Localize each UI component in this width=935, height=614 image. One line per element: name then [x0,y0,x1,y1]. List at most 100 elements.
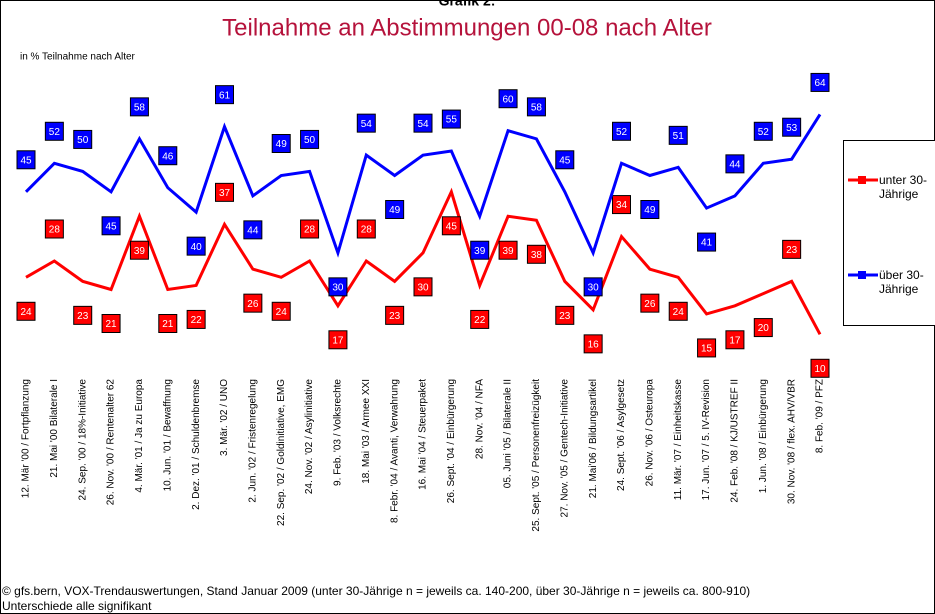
x-tick-label: 12. Mär '00 / Fortpflanzung [21,379,32,498]
data-label-box [186,236,206,256]
data-label-box [668,301,688,321]
data-label-box [300,129,320,149]
data-label-box [243,220,263,240]
data-label-box [753,121,773,141]
note: Unterschiede alle signifikant [2,599,152,613]
data-label: 24 [20,307,32,318]
data-label: 49 [389,205,401,216]
data-label: 54 [361,119,373,130]
data-label-box [583,277,603,297]
x-tick-label: 1. Jun. '08 / Einbürgerung [758,379,769,493]
x-tick-label: 21. Mai '00 Bilaterale I [49,379,60,478]
data-label-box [385,200,405,219]
x-tick-label: 21. Mai'06 / Bildungsartikel [588,379,599,498]
data-label: 28 [49,225,61,236]
data-label: 55 [446,115,458,126]
data-label: 17 [729,335,741,346]
data-label: 49 [644,205,656,216]
data-label-box [385,305,405,325]
legend-box [843,140,935,326]
data-label-box [101,314,121,333]
x-tick-label: 16. Mai '04 / Steuerpaket [418,379,429,490]
data-label: 26 [247,299,259,310]
data-label-box [810,358,830,378]
data-label-box [413,113,433,133]
x-tick-label: 11. Mär. '07 / Einheitskasse [673,379,684,501]
data-label-box [470,309,490,329]
x-tick-label: 05. Juni '05 / Bilaterale II [503,379,514,488]
data-label: 52 [49,127,61,138]
data-label-box [413,277,433,297]
data-label: 44 [247,225,259,236]
data-label: 45 [20,155,32,166]
data-label: 23 [77,311,89,322]
data-label-box [612,195,631,215]
data-label-box [640,293,660,313]
data-label: 16 [588,339,600,350]
data-label-box [271,301,291,321]
x-tick-label: 10. Jun. '01 / Bewaffnung [162,379,173,491]
x-tick-label: 24. Sep. '00 / 18%-Initiative [77,379,88,501]
data-label-box [328,330,348,350]
x-tick-label: 24. Feb. '08 / KJ/USTREF II [730,379,741,503]
x-tick-label: 30. Nov. '08 / flex. AHV/VBR [786,379,797,504]
x-tick-label: 22. Sep. '02 / Goldinitiative, EMG [276,379,287,526]
legend-marker [858,271,866,279]
data-label-box [555,150,575,170]
data-label-box [498,89,518,109]
data-label-box [271,134,291,153]
data-label: 34 [616,200,628,211]
data-label: 53 [786,123,798,134]
data-label-box [158,314,178,333]
data-label: 45 [559,155,571,166]
x-tick-label: 27. Nov. '05 / Gentech-Initiative [559,379,570,518]
data-label-box [215,85,234,105]
x-tick-label: 24. Sept. '06 / Asylgesetz [616,379,627,491]
data-label: 26 [644,299,656,310]
x-tick-label: 8. Feb. '09 / PFZ [815,379,826,453]
legend-marker [858,176,866,184]
x-tick-label: 2. Dez. '01 / Schuldenbremse [191,379,202,510]
data-label: 21 [106,319,118,330]
data-label: 52 [616,127,628,138]
data-label-box [73,305,93,325]
data-label: 10 [814,364,826,375]
data-label-box [782,239,802,259]
data-label-box [782,117,802,137]
data-label: 54 [417,119,429,130]
x-tick-label: 26. Nov. '06 / Osteuropa [644,379,655,487]
data-label-box [697,338,717,358]
x-tick-label: 26. Sept. '04 / Einbürgerung [446,379,457,503]
x-tick-label: 26. Nov. '00 / Rentenalter 62 [106,379,117,506]
data-label: 39 [503,246,515,257]
data-label: 28 [304,225,316,236]
data-label-box [186,309,206,329]
data-label: 52 [758,127,770,138]
data-label: 51 [673,131,685,142]
data-label: 30 [332,282,344,293]
x-tick-label: 25. Sept. '05 / Personenfreizügkeit [531,379,542,532]
data-label: 38 [531,250,543,261]
data-label: 58 [134,102,146,113]
data-label-box [44,121,64,141]
legend-label: über 30-Jährige [879,268,924,296]
data-label-box [526,244,546,264]
data-label: 21 [162,319,174,330]
data-label: 20 [758,323,770,334]
data-label-box [441,216,461,236]
data-label: 15 [701,344,713,355]
data-label: 45 [106,221,118,232]
data-label-box [441,109,461,129]
data-label-box [129,240,149,260]
data-label: 17 [332,335,344,346]
x-tick-label: 28. Nov. '04 / NFA [474,379,485,459]
data-label: 37 [219,188,231,199]
data-label-box [753,318,773,338]
data-label-box [44,219,64,239]
data-label-box [243,293,263,313]
data-label-box [328,277,348,297]
x-tick-label: 8. Febr. '04 / Avanti, Verwahrung [389,379,400,523]
data-label-box [356,219,376,239]
note: © gfs.bern, VOX-Trendauswertungen, Stand… [2,584,751,598]
